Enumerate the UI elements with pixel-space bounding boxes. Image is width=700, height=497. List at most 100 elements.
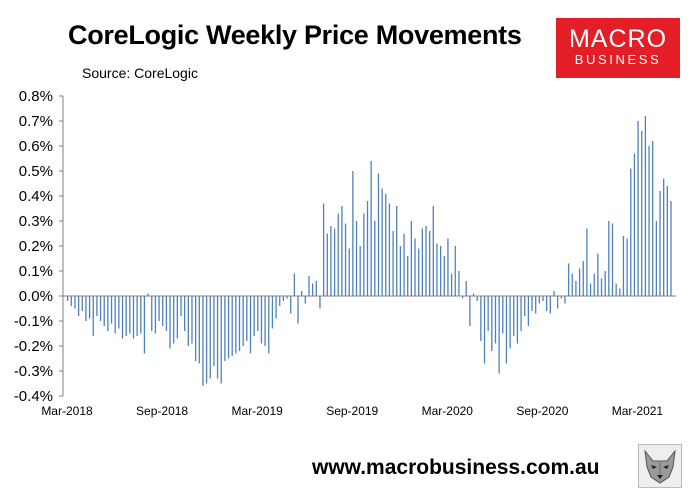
bar <box>542 296 544 301</box>
bar <box>96 296 98 316</box>
bar <box>216 296 219 379</box>
bar <box>509 296 511 349</box>
y-tick-label: 0.8% <box>19 88 53 105</box>
bar <box>538 296 541 304</box>
bar <box>103 296 105 326</box>
bar <box>187 296 189 346</box>
x-tick-label: Sep-2019 <box>326 404 378 418</box>
wolf-icon-shape <box>644 449 676 484</box>
x-tick-label: Mar-2021 <box>612 404 664 418</box>
bar <box>359 246 361 296</box>
bar <box>231 296 233 356</box>
bar <box>622 236 625 296</box>
bar <box>527 296 530 326</box>
bar <box>469 296 471 326</box>
bar <box>465 281 467 296</box>
bar <box>377 173 380 296</box>
bar <box>253 296 255 336</box>
bar <box>154 296 157 334</box>
bar <box>290 296 292 314</box>
bar <box>136 296 138 336</box>
y-tick-label: -0.3% <box>14 363 53 380</box>
bar <box>461 296 464 299</box>
bar <box>556 296 559 309</box>
bar <box>648 146 650 296</box>
y-tick-label: 0.5% <box>19 163 53 180</box>
x-tick-label: Mar-2019 <box>231 404 283 418</box>
bar <box>249 296 252 354</box>
bar <box>319 296 321 309</box>
bar <box>85 296 87 321</box>
bar <box>571 273 573 296</box>
bar <box>301 291 303 296</box>
bar <box>498 296 500 374</box>
bar <box>275 296 277 319</box>
bar <box>162 296 164 326</box>
bar <box>311 283 314 296</box>
bar <box>143 296 146 354</box>
bar <box>352 171 354 296</box>
bar <box>641 131 643 296</box>
bar <box>279 296 281 306</box>
bar <box>619 288 621 296</box>
bar <box>209 296 211 379</box>
bar <box>546 296 548 311</box>
bar <box>582 261 584 296</box>
bar <box>516 296 519 344</box>
bar <box>513 296 515 336</box>
bar <box>110 296 113 324</box>
bar <box>626 238 628 296</box>
bar <box>630 168 632 296</box>
bar <box>308 276 310 296</box>
bar <box>330 226 332 296</box>
bar <box>286 296 288 299</box>
bar <box>531 296 533 311</box>
y-tick-label: -0.1% <box>14 313 53 330</box>
bar <box>271 296 274 329</box>
bar <box>611 223 614 296</box>
bar <box>615 283 617 296</box>
bar <box>652 141 654 296</box>
bar <box>480 296 482 341</box>
bar <box>213 296 215 366</box>
bar <box>238 296 241 351</box>
bar <box>158 296 160 321</box>
bar <box>637 121 639 296</box>
bar <box>67 296 69 301</box>
bar <box>184 296 186 331</box>
bar <box>366 201 369 296</box>
bar <box>589 283 592 296</box>
bar <box>202 296 204 386</box>
bar <box>114 296 116 334</box>
bar <box>418 248 420 296</box>
bar <box>176 296 178 339</box>
y-tick-label: 0.1% <box>19 263 53 280</box>
bar <box>502 296 504 334</box>
bar <box>399 246 402 296</box>
bar <box>385 193 387 296</box>
bar <box>374 221 376 296</box>
bar <box>447 238 449 296</box>
bar <box>659 191 661 296</box>
bar <box>99 296 102 321</box>
bar <box>125 296 127 336</box>
y-tick-label: 0.3% <box>19 213 53 230</box>
bar <box>264 296 266 346</box>
bar <box>608 221 610 296</box>
bar <box>165 296 168 331</box>
bar <box>524 296 526 316</box>
y-tick-label: 0.6% <box>19 138 53 155</box>
bar <box>140 296 142 334</box>
bar <box>151 296 153 331</box>
wolf-icon <box>638 444 682 488</box>
y-tick-label: 0.4% <box>19 188 53 205</box>
bar <box>655 221 658 296</box>
bar <box>194 296 197 361</box>
y-tick-label: 0.0% <box>19 288 53 305</box>
bar <box>74 296 76 309</box>
bar <box>597 253 599 296</box>
bar <box>553 291 555 296</box>
x-tick-label: Sep-2020 <box>516 404 568 418</box>
bar <box>337 213 339 296</box>
chart-title: CoreLogic Weekly Price Movements <box>68 20 522 50</box>
